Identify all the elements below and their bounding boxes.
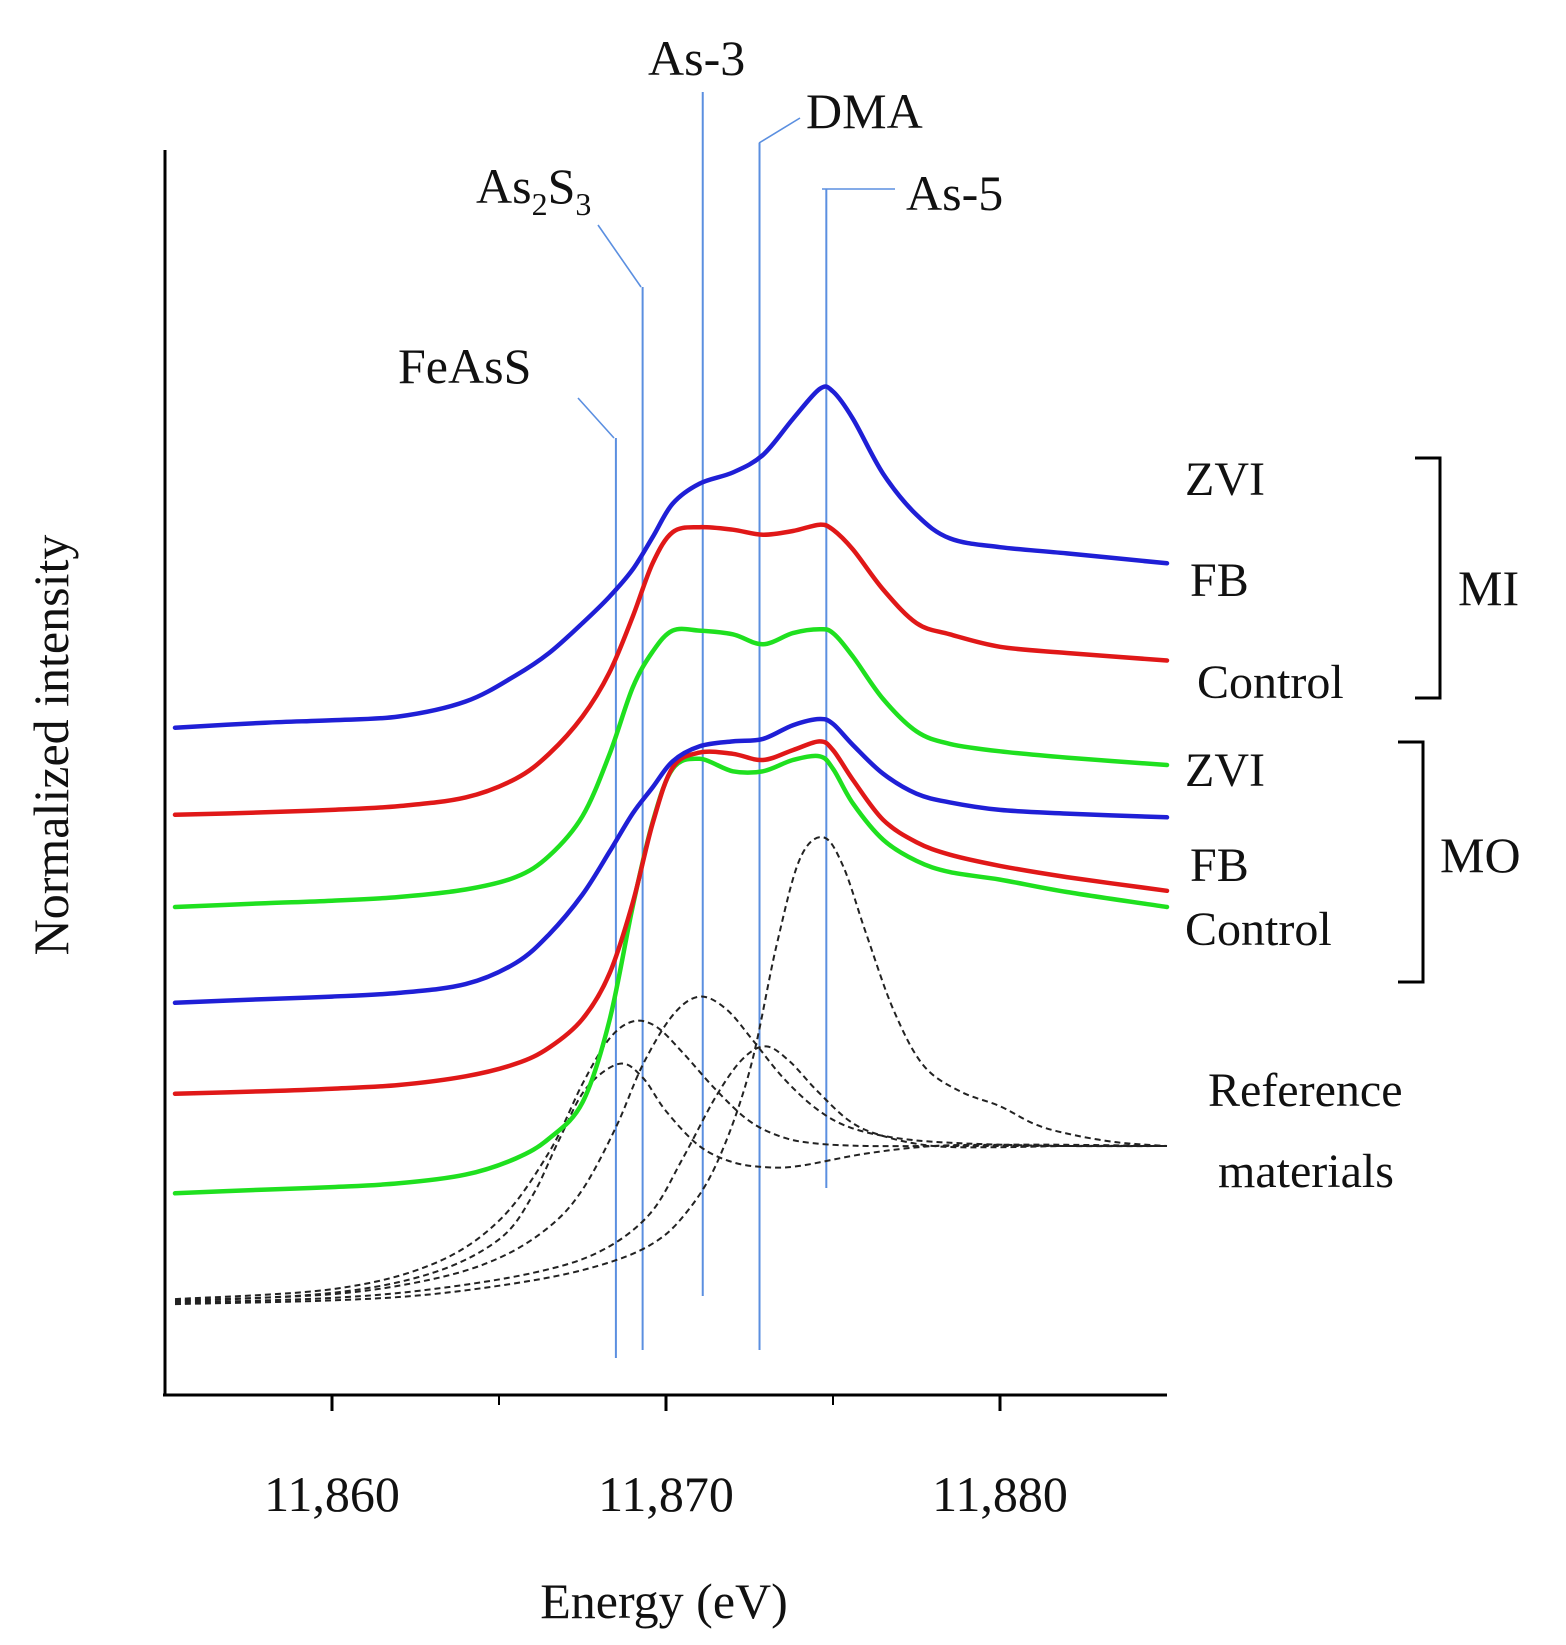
leader-feass: [577, 397, 615, 439]
bracket-mi: [1415, 456, 1442, 700]
reference-curves: [174, 836, 1168, 1306]
reference-curve-feass: [174, 1062, 1168, 1303]
reference-curve-as2s3: [174, 1019, 1167, 1301]
leader-as2s3: [597, 224, 642, 288]
series-mo-fb: [172, 739, 1170, 1096]
group-brackets: MI MO: [1398, 456, 1521, 984]
x-tick-label-11880: 11,880: [932, 1466, 1068, 1522]
leader-dma: [758, 117, 801, 144]
as2s3-part-s: S: [548, 158, 576, 214]
ref-label-feass: FeAsS: [398, 338, 531, 394]
series-mo-zvi: [172, 716, 1170, 1006]
label-group-mo: MO: [1440, 827, 1521, 883]
x-tick-label-11860: 11,860: [264, 1466, 400, 1522]
ref-label-as5: As-5: [906, 165, 1003, 221]
reference-energy-lines: [614, 92, 828, 1358]
reference-label-leaders: [577, 117, 895, 439]
label-mi-control: Control: [1197, 656, 1344, 709]
label-reference-line1: Reference: [1208, 1064, 1403, 1117]
reference-curve-as-5: [174, 836, 1168, 1306]
y-axis-label: Normalized intensity: [23, 535, 79, 956]
axes: 11,860 11,870 11,880: [163, 150, 1167, 1522]
series-mi-zvi: [172, 384, 1170, 730]
label-group-mi: MI: [1458, 560, 1519, 616]
x-ticks: 11,860 11,870 11,880: [264, 1395, 1068, 1522]
label-mi-fb: FB: [1190, 554, 1249, 607]
ref-label-as3: As-3: [648, 30, 745, 86]
as2s3-sub-2: 2: [532, 186, 548, 222]
as2s3-sub-3: 3: [575, 186, 591, 222]
label-mo-zvi: ZVI: [1185, 744, 1265, 797]
label-mi-zvi: ZVI: [1185, 453, 1265, 506]
x-axis-label: Energy (eV): [540, 1573, 788, 1629]
reference-curve-dma: [174, 1045, 1168, 1304]
reference-curve-as-3: [174, 995, 1168, 1302]
series-labels: ZVI FB Control ZVI FB Control Reference …: [1185, 453, 1403, 1198]
series-mi-fb: [172, 522, 1170, 818]
label-mo-fb: FB: [1190, 839, 1249, 892]
label-mo-control: Control: [1185, 903, 1332, 956]
reference-labels: FeAsS As2S3 As-3 DMA As-5: [398, 30, 1003, 394]
as2s3-part-as: As: [476, 158, 532, 214]
bracket-mo: [1398, 740, 1425, 984]
x-tick-label-11870: 11,870: [598, 1466, 734, 1522]
series-mo-control: [172, 753, 1170, 1196]
ref-label-dma: DMA: [806, 83, 923, 139]
label-reference-line2: materials: [1218, 1145, 1394, 1198]
series-mi-control: [172, 626, 1170, 910]
sample-series: [172, 384, 1170, 1196]
ref-label-as2s3: As2S3: [476, 158, 591, 222]
